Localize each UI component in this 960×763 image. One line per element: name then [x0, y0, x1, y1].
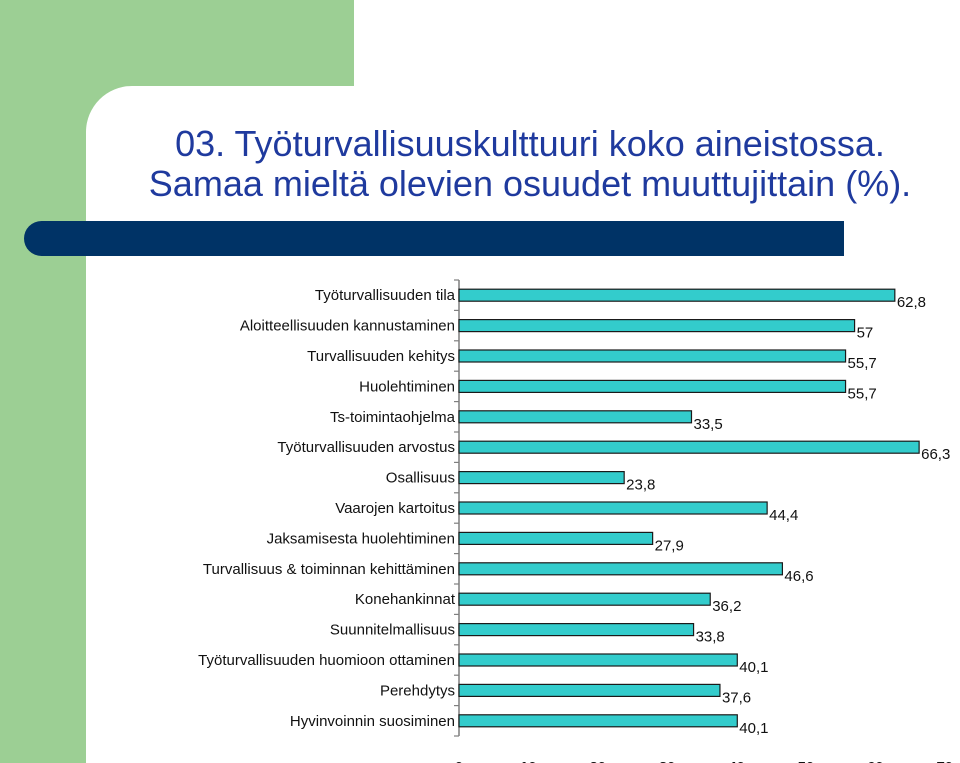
- x-tick-label: 10: [520, 759, 537, 763]
- category-label: Osallisuus: [386, 470, 455, 487]
- bar: [458, 592, 711, 606]
- category-label: Turvallisuuden kehitys: [307, 348, 455, 365]
- value-label: 36,2: [712, 598, 741, 615]
- bar: [458, 683, 721, 698]
- bar: [458, 622, 695, 637]
- bar: [458, 501, 768, 515]
- category-label: Suunnitelmallisuus: [330, 622, 455, 639]
- bar: [458, 531, 654, 546]
- value-label: 66,3: [921, 446, 950, 463]
- bar: [458, 349, 847, 363]
- value-label: 23,8: [626, 477, 655, 494]
- value-label: 55,7: [848, 355, 877, 372]
- category-label: Turvallisuus & toiminnan kehittäminen: [203, 561, 455, 578]
- white-content-panel: [86, 86, 960, 763]
- slide-title: 03. Työturvallisuuskulttuuri koko aineis…: [110, 124, 950, 204]
- value-label: 40,1: [739, 720, 768, 737]
- bar: [458, 471, 625, 485]
- category-label: Aloitteellisuuden kannustaminen: [240, 318, 455, 335]
- value-label: 57: [857, 325, 874, 342]
- bar: [458, 653, 738, 667]
- title-line-2: Samaa mieltä olevien osuudet muuttujitta…: [148, 163, 912, 204]
- x-tick-label: 30: [659, 759, 676, 763]
- x-tick-label: 60: [867, 759, 884, 763]
- x-tick-label: 40: [728, 759, 745, 763]
- bar: [458, 562, 784, 576]
- category-label: Ts-toimintaohjelma: [330, 409, 456, 426]
- bar: [458, 410, 693, 424]
- x-tick-label: 0: [455, 759, 463, 763]
- x-tick-label: 70: [936, 759, 953, 763]
- bar: [458, 288, 896, 302]
- x-tick-label: 50: [798, 759, 815, 763]
- value-label: 62,8: [897, 294, 926, 311]
- value-label: 46,6: [784, 568, 813, 585]
- category-label: Hyvinvoinnin suosiminen: [290, 713, 455, 730]
- value-label: 55,7: [848, 385, 877, 402]
- x-tick-label: 20: [589, 759, 606, 763]
- category-label: Vaarojen kartoitus: [335, 500, 455, 517]
- category-label: Työturvallisuuden tila: [315, 287, 456, 304]
- category-label: Jaksamisesta huolehtiminen: [267, 530, 455, 547]
- category-label: Konehankinnat: [355, 591, 456, 608]
- value-label: 37,6: [722, 689, 751, 706]
- value-label: 40,1: [739, 659, 768, 676]
- navy-divider-bar: [24, 221, 844, 256]
- value-label: 27,9: [655, 537, 684, 554]
- category-label: Huolehtiminen: [359, 378, 455, 395]
- category-label: Työturvallisuuden arvostus: [277, 439, 455, 456]
- bar: [458, 440, 920, 454]
- bar: [458, 379, 847, 393]
- bar: [458, 319, 856, 333]
- bar: [458, 714, 738, 728]
- value-label: 33,5: [693, 416, 722, 433]
- title-line-1: 03. Työturvallisuuskulttuuri koko aineis…: [175, 123, 885, 164]
- value-label: 44,4: [769, 507, 798, 524]
- category-label: Työturvallisuuden huomioon ottaminen: [198, 652, 455, 669]
- category-label: Perehdytys: [380, 682, 455, 699]
- value-label: 33,8: [696, 629, 725, 646]
